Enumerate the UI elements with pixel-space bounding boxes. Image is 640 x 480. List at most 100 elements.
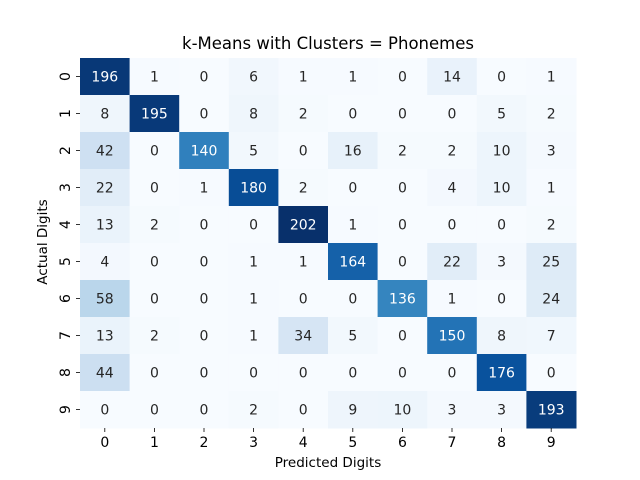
y-tick-label: 7 — [58, 331, 74, 340]
heatmap-cell — [476, 58, 527, 96]
cell-value-label: 1 — [150, 70, 159, 86]
heatmap-cell — [129, 317, 180, 355]
cell-value-label: 24 — [542, 292, 560, 308]
heatmap-cell — [129, 58, 180, 96]
cell-value-label: 5 — [249, 144, 258, 160]
heatmap-cell — [228, 206, 279, 244]
heatmap-cell — [427, 354, 478, 392]
cell-value-label: 140 — [191, 144, 218, 160]
cell-value-label: 136 — [389, 292, 416, 308]
heatmap-cell — [427, 317, 478, 355]
heatmap-cell — [377, 317, 428, 355]
heatmap-cell — [328, 58, 379, 96]
cell-value-label: 2 — [299, 181, 308, 197]
heatmap-cell — [377, 58, 428, 96]
cell-value-label: 1 — [299, 255, 308, 271]
cell-value-label: 1 — [547, 70, 556, 86]
cell-value-label: 2 — [547, 107, 556, 123]
cell-value-label: 0 — [348, 181, 357, 197]
cell-value-label: 10 — [393, 403, 411, 419]
cell-value-label: 2 — [150, 329, 159, 345]
cell-value-label: 150 — [439, 329, 466, 345]
heatmap-cell — [278, 280, 329, 318]
heatmap-cell — [80, 58, 131, 96]
heatmap-cell — [129, 243, 180, 281]
cell-value-label: 16 — [344, 144, 362, 160]
heatmap-cell — [476, 317, 527, 355]
heatmap-cell — [228, 391, 279, 429]
heatmap-cell — [526, 132, 577, 170]
heatmap-cell — [526, 206, 577, 244]
cell-value-label: 196 — [91, 70, 118, 86]
cell-value-label: 0 — [150, 181, 159, 197]
heatmap-cell — [129, 95, 180, 133]
cell-value-label: 0 — [200, 70, 209, 86]
cell-value-label: 22 — [443, 255, 461, 271]
cell-value-label: 3 — [547, 144, 556, 160]
cell-value-label: 164 — [339, 255, 366, 271]
cell-value-label: 0 — [299, 144, 308, 160]
cell-value-label: 195 — [141, 107, 168, 123]
heatmap-cell — [228, 169, 279, 207]
cell-value-label: 0 — [497, 292, 506, 308]
cell-value-label: 176 — [488, 366, 515, 382]
heatmap-cell — [427, 95, 478, 133]
cell-value-label: 0 — [398, 329, 407, 345]
heatmap-cell — [179, 317, 230, 355]
heatmap-cell — [80, 95, 131, 133]
y-axis-ticks: 0 1 2 3 4 5 6 7 8 9 — [58, 72, 80, 414]
cell-value-label: 0 — [398, 70, 407, 86]
heatmap-cell — [526, 58, 577, 96]
heatmap-cell — [179, 354, 230, 392]
cell-value-label: 0 — [100, 403, 109, 419]
cell-value-label: 44 — [96, 366, 114, 382]
cell-value-label: 1 — [299, 70, 308, 86]
cell-value-label: 0 — [348, 366, 357, 382]
cell-value-label: 8 — [497, 329, 506, 345]
cell-value-label: 13 — [96, 329, 114, 345]
chart-title: k-Means with Clusters = Phonemes — [182, 34, 474, 53]
cell-value-label: 10 — [493, 181, 511, 197]
heatmap-cell — [377, 95, 428, 133]
heatmap-cell — [179, 391, 230, 429]
heatmap-cell — [476, 280, 527, 318]
cell-value-label: 0 — [150, 292, 159, 308]
cell-value-label: 1 — [249, 292, 258, 308]
cell-value-label: 0 — [448, 107, 457, 123]
y-tick-label: 4 — [58, 220, 74, 229]
heatmap-cell — [377, 243, 428, 281]
heatmap-cell — [377, 169, 428, 207]
cell-value-label: 0 — [497, 218, 506, 234]
heatmap-cell — [80, 169, 131, 207]
heatmap-cell — [129, 280, 180, 318]
heatmap-cell — [179, 58, 230, 96]
cell-value-label: 0 — [150, 366, 159, 382]
cell-value-label: 0 — [448, 366, 457, 382]
cell-value-label: 10 — [493, 144, 511, 160]
cell-value-label: 22 — [96, 181, 114, 197]
cell-value-label: 58 — [96, 292, 114, 308]
heatmap-cell — [328, 243, 379, 281]
heatmap-cell — [427, 391, 478, 429]
cell-value-label: 0 — [299, 403, 308, 419]
x-tick-label: 7 — [448, 435, 457, 451]
cell-value-label: 0 — [547, 366, 556, 382]
cell-value-label: 1 — [249, 329, 258, 345]
heatmap-cell — [129, 169, 180, 207]
cell-value-label: 0 — [448, 218, 457, 234]
heatmap-cell — [526, 169, 577, 207]
cell-value-label: 0 — [398, 181, 407, 197]
heatmap-cell — [427, 58, 478, 96]
cell-value-label: 2 — [547, 218, 556, 234]
cell-value-label: 0 — [200, 366, 209, 382]
heatmap-cell — [328, 206, 379, 244]
heatmap-cell — [427, 132, 478, 170]
heatmap-cell — [129, 132, 180, 170]
heatmap-cell — [526, 280, 577, 318]
heatmap-cell — [129, 354, 180, 392]
heatmap-cell — [476, 169, 527, 207]
heatmap-cell — [179, 243, 230, 281]
cell-value-label: 2 — [398, 144, 407, 160]
heatmap-cell — [328, 391, 379, 429]
x-axis-label: Predicted Digits — [275, 455, 381, 471]
